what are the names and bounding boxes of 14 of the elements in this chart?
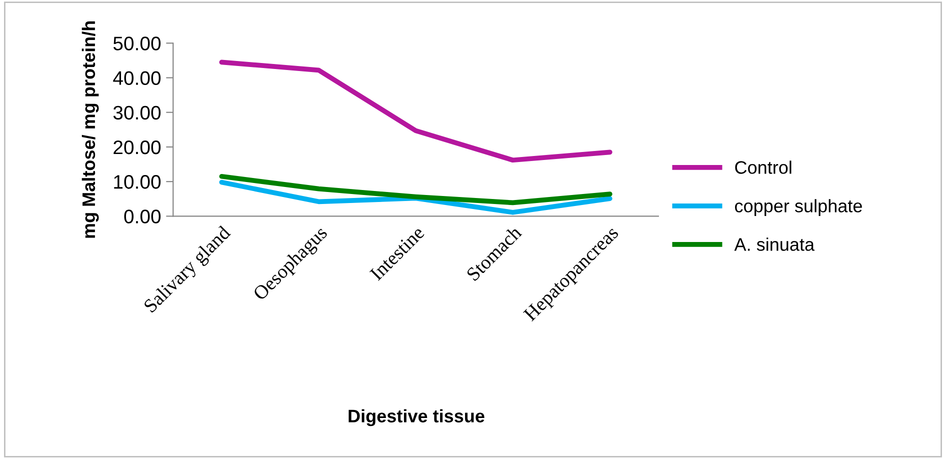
y-tick-label: 40.00 [113,71,161,85]
legend-label: A. sinuata [734,238,815,251]
line-series [219,60,612,163]
y-tick-label: 10.00 [114,175,161,189]
y-tick-label: 30.00 [113,106,161,120]
y-tick-label: 20.00 [114,140,161,154]
legend-label: Control [735,160,792,174]
x-axis-title: Digestive tissue [348,409,484,426]
legend-label: copper sulphate [735,199,862,216]
y-tick-label: 50.00 [113,36,161,50]
line-series [219,174,612,206]
y-tick-label: 0.00 [124,210,161,224]
y-axis-title: mg Maltose/ mg protein/h [82,21,99,238]
line-series [219,180,612,215]
